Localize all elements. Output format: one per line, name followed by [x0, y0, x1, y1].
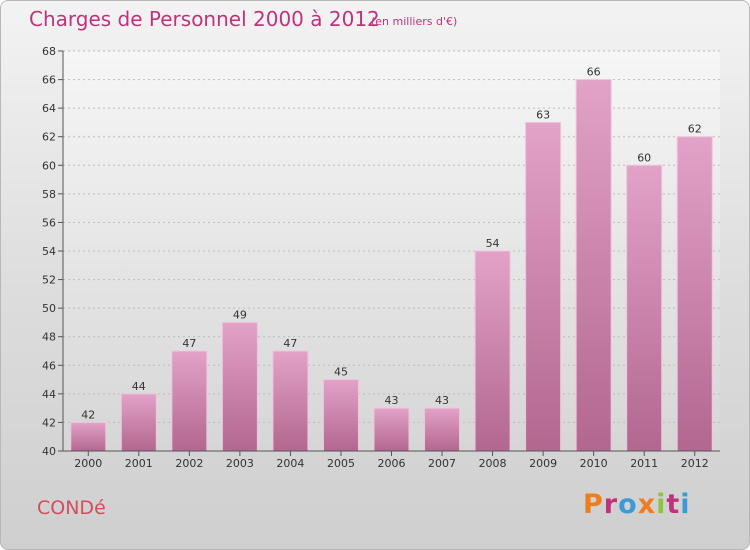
y-tick-label: 46	[42, 359, 56, 372]
commune-name: CONDé	[37, 497, 106, 519]
bar-value-label: 47	[283, 337, 297, 350]
logo-letter: P	[583, 489, 604, 520]
x-tick-label: 2001	[125, 457, 153, 470]
bar-value-label: 43	[435, 394, 449, 407]
logo-letter: i	[680, 489, 691, 520]
y-tick-label: 68	[42, 45, 56, 58]
bar-value-label: 66	[587, 66, 601, 79]
bar-value-label: 44	[132, 380, 146, 393]
y-tick-label: 48	[42, 331, 56, 344]
bar	[171, 350, 208, 452]
y-tick-label: 40	[42, 445, 56, 458]
x-tick-label: 2003	[226, 457, 254, 470]
bar	[626, 164, 663, 452]
bar	[525, 121, 562, 452]
logo-letter: x	[637, 489, 657, 520]
bar-value-label: 63	[536, 108, 550, 121]
x-tick-label: 2012	[681, 457, 709, 470]
plot-area	[63, 51, 720, 451]
bar	[272, 350, 309, 452]
bar-value-label: 43	[385, 394, 399, 407]
bar-value-label: 49	[233, 308, 247, 321]
axes-group: 40 42 44 46 48 50 52 54 56 58 60 62 64 66 68 2000 2001 20…	[42, 45, 720, 470]
bar-value-label: 54	[486, 237, 500, 250]
logo-letter: t	[666, 489, 681, 520]
proxiti-logo: Proxiti	[583, 489, 691, 520]
chart-title: Charges de Personnel 2000 à 2012	[29, 7, 380, 31]
x-tick-label: 2010	[580, 457, 608, 470]
bar	[575, 79, 612, 452]
x-tick-label: 2000	[74, 457, 102, 470]
x-tick-label: 2008	[479, 457, 507, 470]
x-tick-label: 2009	[529, 457, 557, 470]
bar	[424, 407, 461, 452]
x-tick-label: 2004	[276, 457, 304, 470]
logo-letter: r	[603, 489, 619, 520]
bar	[221, 321, 258, 452]
y-tick-label: 56	[42, 216, 56, 229]
x-tick-label: 2006	[378, 457, 406, 470]
x-tick-label: 2007	[428, 457, 456, 470]
y-tick-label: 42	[42, 416, 56, 429]
y-tick-label: 50	[42, 302, 56, 315]
y-tick-label: 62	[42, 131, 56, 144]
logo-letter: o	[618, 489, 638, 520]
bar	[70, 421, 107, 452]
bar-value-label: 42	[81, 408, 95, 421]
chart-subtitle: (en milliers d'€)	[371, 15, 458, 28]
y-tick-label: 66	[42, 74, 56, 87]
logo-letter: i	[656, 489, 667, 520]
x-tick-label: 2011	[630, 457, 658, 470]
x-tick-label: 2005	[327, 457, 355, 470]
y-tick-label: 60	[42, 159, 56, 172]
bar-value-label: 62	[688, 123, 702, 136]
bar-value-label: 47	[182, 337, 196, 350]
bar	[120, 393, 157, 452]
bar	[322, 379, 359, 452]
bar-value-label: 45	[334, 366, 348, 379]
y-tick-label: 52	[42, 274, 56, 287]
y-tick-label: 64	[42, 102, 56, 115]
y-tick-label: 58	[42, 188, 56, 201]
bar	[676, 136, 713, 452]
bar-value-label: 60	[637, 151, 651, 164]
bar	[373, 407, 410, 452]
bars-group: 42 44 47 49 47 45 43 43 54 63 66 60 62	[70, 66, 713, 452]
y-tick-label: 54	[42, 245, 56, 258]
x-tick-label: 2002	[175, 457, 203, 470]
bar	[474, 250, 511, 452]
y-tick-label: 44	[42, 388, 56, 401]
